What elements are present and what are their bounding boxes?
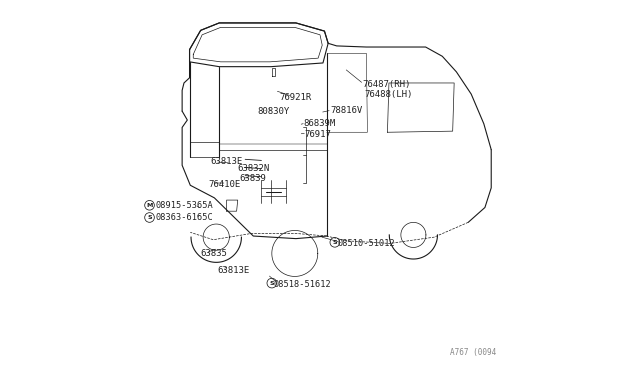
Text: 76921R: 76921R [279,93,312,102]
Text: 76410E: 76410E [209,180,241,189]
Text: M: M [147,203,153,208]
Text: 76487(RH): 76487(RH) [363,80,411,89]
Text: 86839M: 86839M [303,119,335,128]
Text: 08363-6165C: 08363-6165C [155,213,213,222]
Text: 76917: 76917 [305,129,332,139]
Text: S: S [333,240,337,245]
Text: 63832N: 63832N [237,164,270,173]
Text: 76488(LH): 76488(LH) [364,90,413,99]
Text: 08518-51612: 08518-51612 [274,280,332,289]
Text: 63813E: 63813E [217,266,249,275]
Text: S: S [269,280,274,286]
Text: 08915-5365A: 08915-5365A [155,201,213,210]
Text: 63839: 63839 [239,174,266,183]
Text: A767 (0094: A767 (0094 [450,348,496,357]
Text: 63835: 63835 [201,249,228,258]
Text: S: S [147,215,152,220]
Text: 63813E: 63813E [211,157,243,166]
Text: 80830Y: 80830Y [257,108,289,116]
Text: 78816V: 78816V [330,106,363,115]
Text: 08510-51012: 08510-51012 [338,239,396,248]
